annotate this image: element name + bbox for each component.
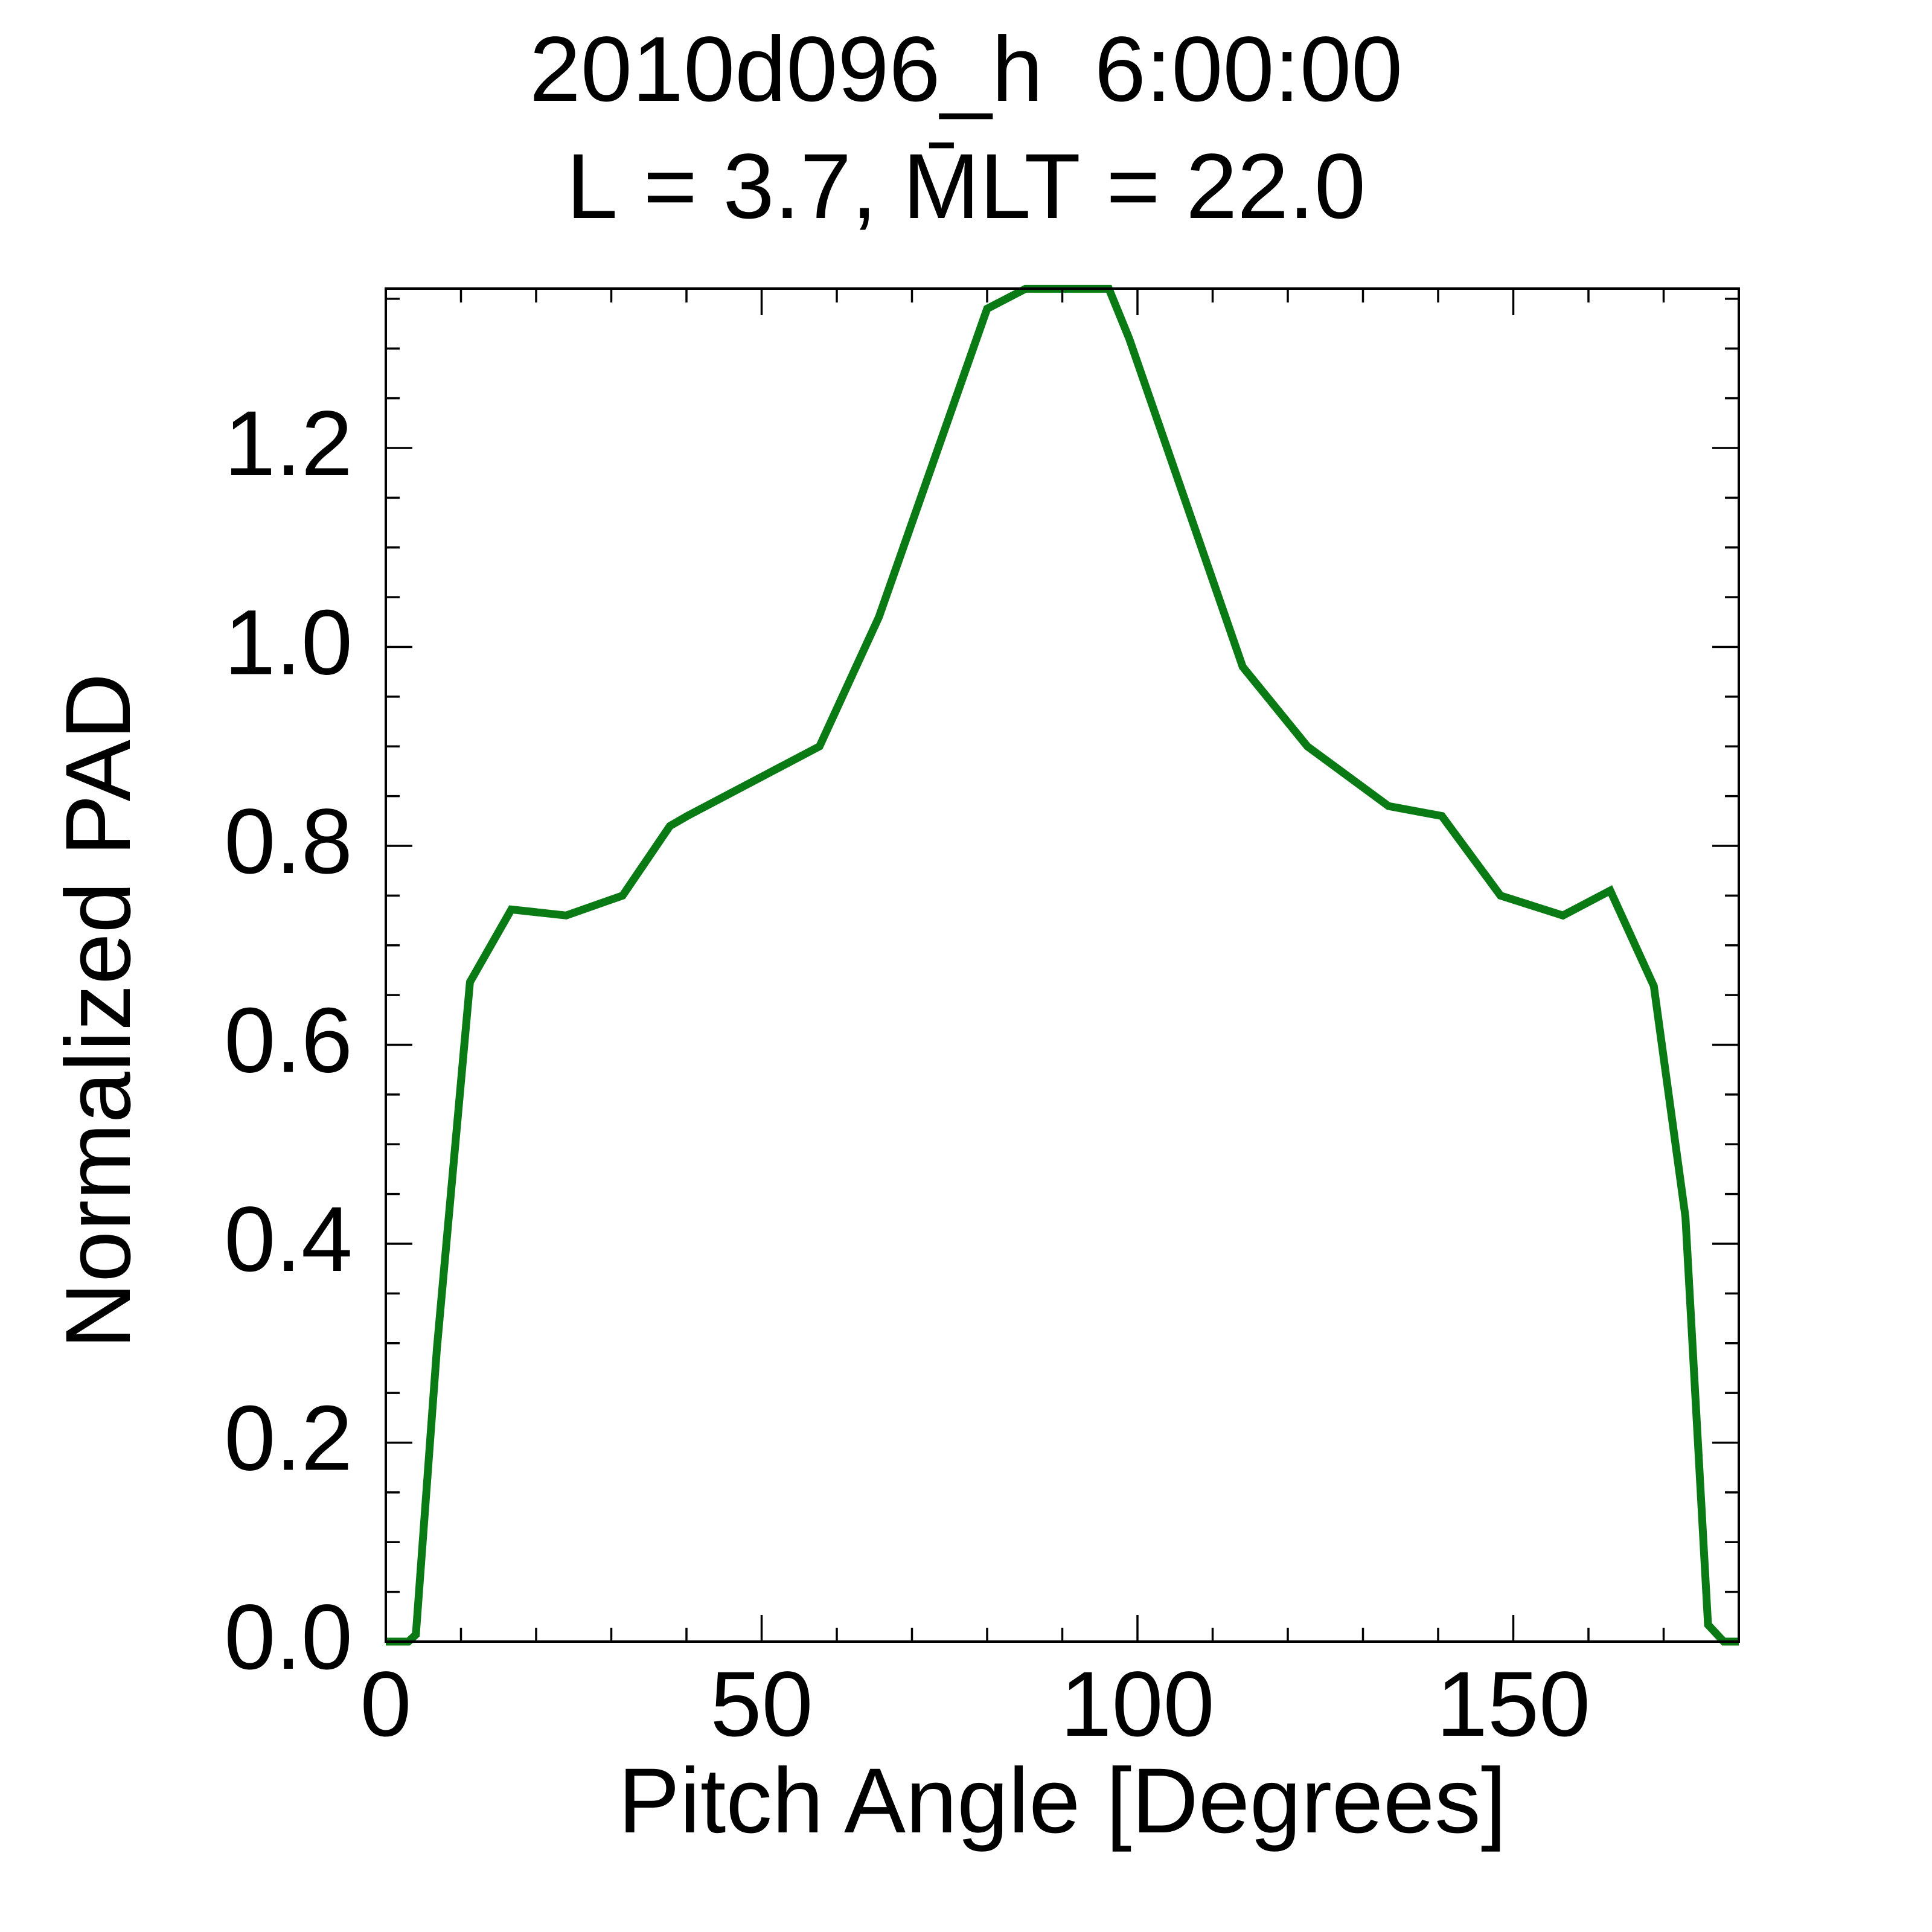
svg-text:150: 150 xyxy=(1436,1652,1590,1756)
svg-text:50: 50 xyxy=(710,1652,813,1756)
svg-text:1.2: 1.2 xyxy=(224,392,353,495)
svg-text:0.4: 0.4 xyxy=(224,1188,353,1291)
svg-text:0.6: 0.6 xyxy=(224,989,353,1092)
svg-text:100: 100 xyxy=(1060,1652,1214,1756)
svg-text:0.2: 0.2 xyxy=(224,1387,353,1490)
svg-text:0.0: 0.0 xyxy=(224,1585,353,1689)
svg-text:0: 0 xyxy=(360,1652,411,1756)
svg-text:0.8: 0.8 xyxy=(224,790,353,893)
svg-text:1.0: 1.0 xyxy=(224,591,353,694)
